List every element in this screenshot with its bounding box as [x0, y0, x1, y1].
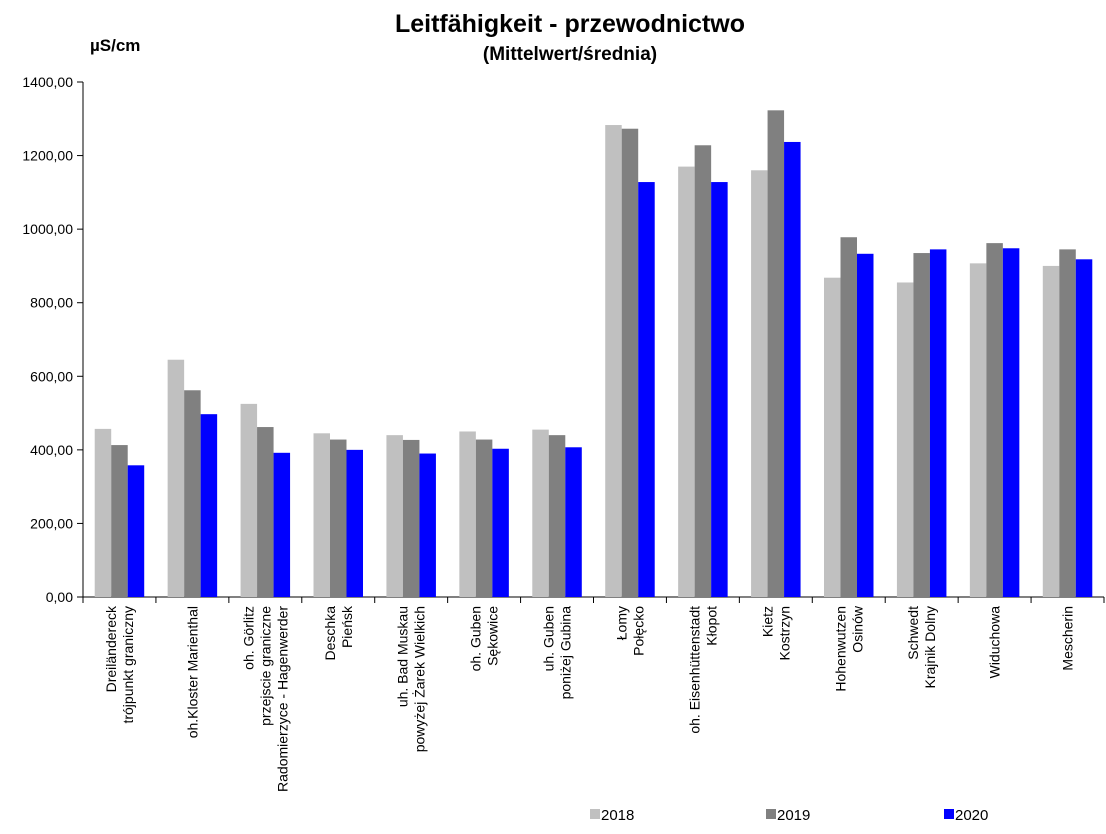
legend-swatch-2020 [944, 809, 954, 819]
chart-subtitle: (Mittelwert/średnia) [482, 44, 658, 65]
bar-2018-10 [751, 170, 768, 598]
bar-2019-12 [913, 253, 930, 597]
x-category-label: Schwedt [905, 606, 921, 660]
x-category-label: Krajnik Dolny [922, 606, 938, 688]
bar-2018-7 [532, 429, 549, 597]
chart-title: Leitfähigkeit - przewodnictwo [394, 10, 745, 38]
bar-2018-13 [969, 263, 987, 597]
bar-2018-1 [94, 428, 112, 597]
x-category-label: uh. Bad Muskau [395, 606, 411, 707]
y-tick-label: 1200,00 [22, 148, 73, 164]
x-category-label: poniżej Gubina [558, 606, 574, 700]
y-tick-label: 0,00 [46, 589, 73, 605]
x-category-label: trójpunkt graniczny [120, 606, 136, 724]
bar-2020-2 [200, 414, 218, 597]
bar-2018-3 [240, 403, 258, 597]
bar-2018-11 [824, 277, 841, 597]
y-tick-label: 800,00 [30, 295, 73, 311]
bar-2018-2 [167, 359, 185, 597]
bar-2019-6 [475, 439, 493, 597]
bar-2020-14 [1075, 259, 1093, 597]
bar-2018-12 [896, 282, 914, 597]
x-category-label: Mescherin [1060, 606, 1076, 671]
y-tick-label: 200,00 [30, 515, 73, 531]
bar-2018-9 [678, 166, 695, 597]
bar-2020-11 [857, 253, 874, 597]
bar-2019-10 [767, 110, 785, 597]
bar-2018-8 [605, 125, 622, 598]
x-category-label: Sękowice [485, 606, 501, 666]
bar-2018-14 [1042, 265, 1060, 597]
bar-2019-2 [184, 390, 201, 597]
x-category-label: Osinów [849, 605, 865, 653]
x-category-label: Kietz [759, 606, 775, 637]
x-category-label: oh. Eisenhüttenstadt [686, 606, 702, 734]
bar-2018-4 [313, 433, 330, 597]
bar-2019-8 [621, 128, 639, 598]
x-category-label: Widuchowa [987, 606, 1003, 679]
bar-2019-9 [694, 145, 712, 597]
bar-2018-6 [459, 431, 476, 597]
x-category-label: Radomierzyce - Hagenwerder [274, 606, 290, 792]
x-category-label: Łomy [613, 606, 629, 640]
x-category-label: Deschka [322, 606, 338, 661]
x-category-label: uh. Guben [541, 606, 557, 671]
x-category-label: Pieńsk [339, 605, 355, 648]
bar-2019-1 [111, 445, 128, 597]
bar-2019-13 [986, 243, 1003, 597]
bar-2020-10 [784, 141, 801, 598]
x-category-label: Kostrzyn [776, 606, 792, 660]
bar-2020-12 [929, 249, 947, 597]
x-category-label: powyżej Żarek Wielkich [411, 606, 428, 752]
x-category-label: Kłopot [703, 606, 719, 646]
y-tick-label: 1400,00 [22, 74, 73, 90]
y-tick-label: 400,00 [30, 442, 73, 458]
legend-swatch-2018 [590, 809, 600, 819]
y-axis-unit-label: µS/cm [90, 36, 141, 55]
bar-2020-7 [565, 447, 582, 597]
x-category-label: Hohenwutzen [832, 606, 848, 692]
x-category-label: Dreiländereck [103, 605, 119, 692]
x-category-label: Połęcko [630, 606, 646, 656]
x-category-label: oh.Kloster Marienthal [184, 606, 200, 738]
legend-swatch-2019 [766, 809, 776, 819]
x-category-label: oh. Guben [468, 606, 484, 671]
x-category-label: oh. Görlitz [240, 606, 256, 670]
bar-2019-4 [330, 439, 347, 597]
bar-2020-3 [273, 452, 291, 597]
bar-2019-5 [402, 439, 420, 597]
bar-2020-13 [1002, 248, 1020, 597]
bar-2020-9 [711, 182, 728, 598]
legend-label-2020: 2020 [955, 807, 988, 824]
legend-label-2019: 2019 [777, 807, 810, 824]
bar-2019-14 [1059, 249, 1076, 597]
x-category-label: przejscie graniczne [257, 606, 273, 726]
y-tick-label: 1000,00 [22, 221, 73, 237]
bar-2018-5 [386, 435, 403, 597]
bar-2020-8 [638, 182, 655, 598]
bar-2019-7 [548, 435, 566, 597]
bar-2020-5 [419, 453, 436, 597]
legend-label-2018: 2018 [601, 807, 634, 824]
y-tick-label: 600,00 [30, 368, 73, 384]
bar-2020-1 [127, 465, 145, 597]
bar-2020-4 [346, 449, 363, 597]
bar-2019-11 [840, 237, 857, 597]
bar-2020-6 [492, 448, 509, 597]
bar-2019-3 [257, 427, 274, 597]
